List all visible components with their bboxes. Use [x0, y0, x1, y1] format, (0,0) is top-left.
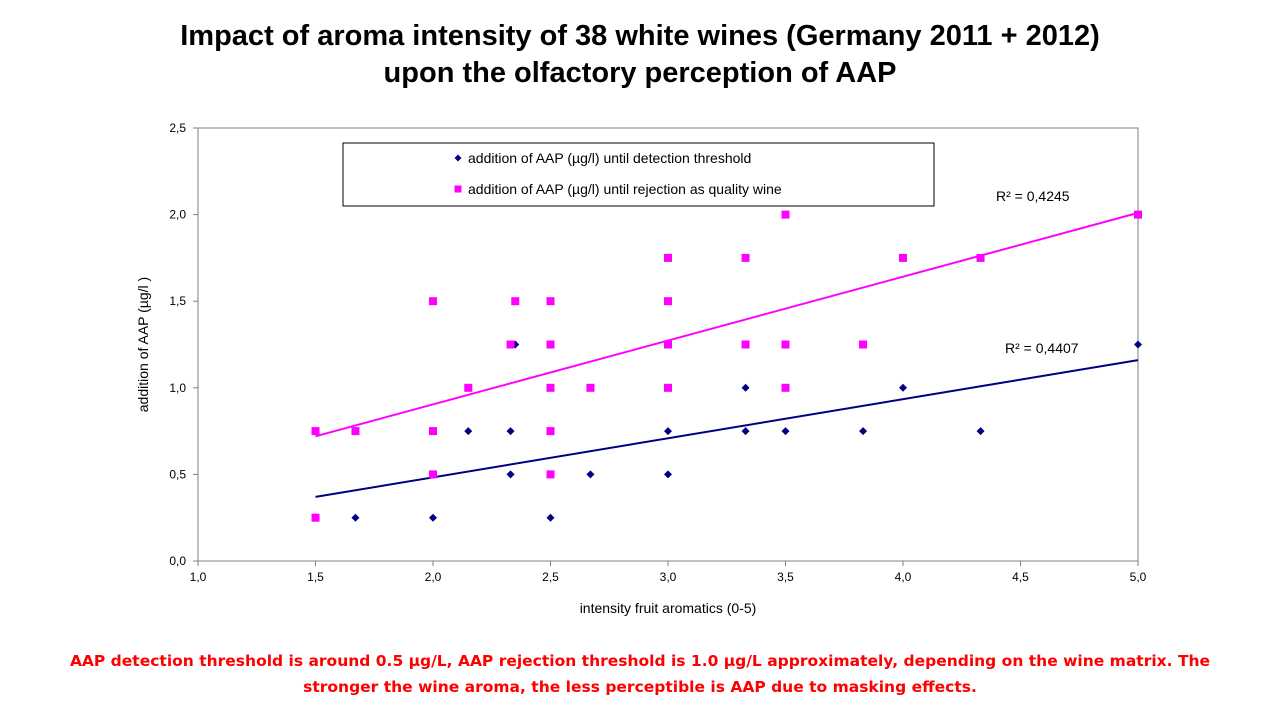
- x-tick-label: 1,5: [307, 570, 324, 584]
- data-point-rejection: [586, 383, 595, 392]
- data-point-detection: [506, 470, 515, 479]
- x-tick-label: 1,0: [190, 570, 207, 584]
- data-point-detection: [741, 427, 750, 436]
- x-tick-label: 3,5: [777, 570, 794, 584]
- trendline-layer: [315, 211, 1139, 498]
- axes-layer: 1,0 1,5 2,0 2,5 3,0 3,5 4,0 4,5 5,0 0,0 0,5 1,0 1,5 2…: [169, 121, 1146, 584]
- x-tick-label: 4,5: [1012, 570, 1029, 584]
- data-point-rejection: [741, 340, 750, 349]
- page-title: Impact of aroma intensity of 38 white wi…: [0, 18, 1280, 92]
- caption-line-2: stronger the wine aroma, the less percep…: [303, 678, 977, 696]
- data-point-rejection: [664, 297, 672, 306]
- data-point-rejection: [351, 427, 360, 436]
- data-point-rejection: [546, 427, 555, 436]
- x-tick-label: 2,0: [425, 570, 442, 584]
- x-tick-label: 5,0: [1130, 570, 1147, 584]
- legend-marker-rejection: [454, 185, 462, 193]
- x-tick-label: 3,0: [660, 570, 677, 584]
- data-point-detection: [546, 513, 555, 522]
- y-tick-label: 0,5: [169, 467, 186, 481]
- data-point-rejection: [781, 340, 790, 349]
- data-point-rejection: [429, 470, 437, 479]
- data-point-detection: [351, 513, 360, 522]
- data-point-rejection: [546, 470, 555, 479]
- data-point-rejection: [1134, 210, 1142, 219]
- data-point-detection: [506, 427, 515, 436]
- data-point-rejection: [859, 340, 868, 349]
- data-point-rejection: [546, 383, 555, 392]
- y-tick-label: 2,5: [169, 121, 186, 135]
- r-squared-label-detection: R² = 0,4407: [1005, 340, 1079, 356]
- data-point-rejection: [311, 427, 320, 436]
- data-point-detection: [464, 427, 473, 436]
- data-point-rejection: [511, 297, 520, 306]
- labels-layer: intensity fruit aromatics (0-5) addition …: [135, 188, 1079, 616]
- data-point-rejection: [781, 210, 790, 219]
- title-line-1: Impact of aroma intensity of 38 white wi…: [180, 20, 1100, 52]
- x-tick-label: 2,5: [542, 570, 559, 584]
- legend-label-detection: addition of AAP (µg/l) until detection t…: [468, 150, 751, 166]
- y-tick-label: 1,5: [169, 294, 186, 308]
- data-point-detection: [1134, 340, 1142, 349]
- x-tick-label: 4,0: [895, 570, 912, 584]
- data-point-rejection: [899, 253, 907, 262]
- data-point-rejection: [429, 297, 437, 306]
- y-tick-label: 1,0: [169, 381, 186, 395]
- y-tick-label: 0,0: [169, 554, 186, 568]
- r-squared-label-rejection: R² = 0,4245: [996, 188, 1070, 204]
- legend-label-rejection: addition of AAP (µg/l) until rejection a…: [468, 181, 782, 197]
- data-point-detection: [781, 427, 790, 436]
- caption-line-1: AAP detection threshold is around 0.5 µg…: [69, 652, 1211, 670]
- data-point-detection: [976, 427, 985, 436]
- data-point-detection: [664, 427, 672, 436]
- data-point-detection: [899, 383, 907, 392]
- data-point-rejection: [464, 383, 473, 392]
- data-point-rejection: [506, 340, 515, 349]
- data-point-rejection: [741, 253, 750, 262]
- y-tick-label: 2,0: [169, 208, 186, 222]
- legend-marker-detection: [454, 154, 462, 162]
- legend: addition of AAP (µg/l) until detection t…: [342, 142, 935, 207]
- trendline-detection: [315, 359, 1139, 498]
- data-point-detection: [429, 513, 437, 522]
- caption-note: AAP detection threshold is around 0.5 µg…: [40, 648, 1240, 700]
- data-point-rejection: [429, 427, 437, 436]
- data-point-detection: [664, 470, 672, 479]
- data-point-rejection: [311, 513, 320, 522]
- trendline-rejection: [315, 211, 1139, 438]
- data-point-rejection: [546, 340, 555, 349]
- title-line-2: upon the olfactory perception of AAP: [383, 57, 897, 89]
- data-point-rejection: [664, 340, 672, 349]
- points-layer: [311, 210, 1142, 522]
- data-point-rejection: [664, 253, 672, 262]
- data-point-detection: [741, 383, 750, 392]
- legend-box: [342, 142, 935, 207]
- data-point-rejection: [546, 297, 555, 306]
- data-point-detection: [586, 470, 595, 479]
- data-point-rejection: [664, 383, 672, 392]
- y-axis-label: addition of AAP (µg/l ): [135, 277, 151, 412]
- data-point-rejection: [781, 383, 790, 392]
- data-point-detection: [859, 427, 868, 436]
- data-point-rejection: [976, 253, 985, 262]
- x-axis-label: intensity fruit aromatics (0-5): [580, 600, 757, 616]
